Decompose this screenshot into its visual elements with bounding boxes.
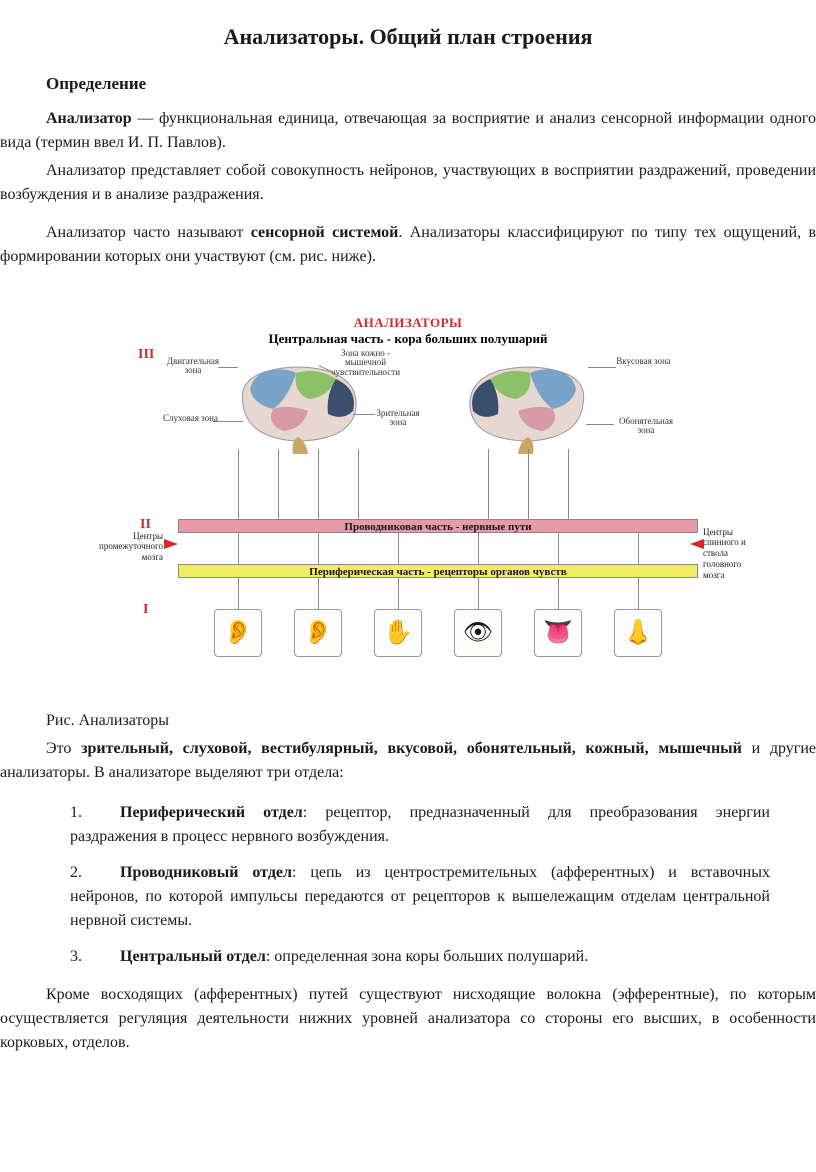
- zone-label: Двигательная зона: [163, 357, 223, 377]
- receptor-icon: 👅: [534, 609, 582, 657]
- receptor-icon: 👁: [454, 609, 502, 657]
- receptor-icon: 👂: [214, 609, 262, 657]
- paragraph-definition: Анализатор — функциональная единица, отв…: [0, 107, 816, 155]
- connector: [238, 533, 239, 564]
- connector: [478, 533, 479, 564]
- connector: [318, 578, 319, 609]
- connector: [488, 449, 489, 519]
- bar-II-label: Проводниковая часть - нервные пути: [179, 519, 697, 536]
- zone-label: Слуховая зона: [163, 414, 218, 424]
- connector: [558, 533, 559, 564]
- arrow-icon: [690, 539, 704, 549]
- zone-label: Обонятельная зона: [611, 417, 681, 437]
- list-item: 2.Проводниковый отдел: цепь из центростр…: [70, 861, 770, 933]
- connector: [398, 578, 399, 609]
- section-list: 1.Периферический отдел: рецептор, предна…: [70, 801, 770, 969]
- term-analyzer: Анализатор: [46, 110, 132, 127]
- section-heading: Определение: [46, 71, 816, 97]
- connector: [278, 449, 279, 519]
- leader-line: [588, 367, 616, 368]
- diagram-container: АНАЛИЗАТОРЫ Центральная часть - кора бол…: [58, 309, 758, 689]
- text: Это: [46, 740, 81, 757]
- paragraph: Кроме восходящих (афферентных) путей сущ…: [0, 983, 816, 1055]
- paragraph: Анализатор представляет собой совокупнос…: [0, 159, 816, 207]
- connector: [558, 578, 559, 609]
- brain-right: [458, 359, 598, 454]
- diagram-title-black: Центральная часть - кора больших полушар…: [268, 329, 547, 349]
- receptor-icon: 👂: [294, 609, 342, 657]
- leader-line: [353, 414, 375, 415]
- connector: [528, 449, 529, 519]
- leader-line: [213, 421, 243, 422]
- connector: [318, 449, 319, 519]
- analyzer-list: зрительный, слуховой, вестибулярный, вку…: [81, 740, 742, 757]
- list-item: 3.Центральный отдел: определенная зона к…: [70, 945, 770, 969]
- text: Анализатор часто называют: [46, 224, 251, 241]
- leader-line: [218, 367, 238, 368]
- arrow-icon: [164, 539, 178, 549]
- item-title: Проводниковый отдел: [120, 864, 292, 881]
- connector: [638, 578, 639, 609]
- side-label-right: Центры спинного и ствола головного мозга: [703, 527, 763, 581]
- connector: [398, 533, 399, 564]
- paragraph: Анализатор часто называют сенсорной сист…: [0, 221, 816, 269]
- item-title: Периферический отдел: [120, 804, 303, 821]
- figure-caption: Рис. Анализаторы: [0, 709, 816, 733]
- page: Анализаторы. Общий план строения Определ…: [0, 0, 816, 1089]
- zone-label: Зона кожно - мышечной чувствительности: [328, 349, 403, 379]
- item-number: 3.: [70, 945, 120, 969]
- connector: [238, 449, 239, 519]
- connector: [318, 533, 319, 564]
- connector: [478, 578, 479, 609]
- analyzer-diagram: АНАЛИЗАТОРЫ Центральная часть - кора бол…: [58, 309, 758, 689]
- item-number: 1.: [70, 801, 120, 825]
- receptor-icon: ✋: [374, 609, 422, 657]
- bar-I: Периферическая часть - рецепторы органов…: [178, 564, 698, 578]
- bar-II: Проводниковая часть - нервные пути: [178, 519, 698, 533]
- roman-I: I: [143, 599, 148, 620]
- receptor-icon: 👃: [614, 609, 662, 657]
- zone-label: Вкусовая зона: [616, 357, 671, 367]
- leader-line: [586, 424, 614, 425]
- bar-I-label: Периферическая часть - рецепторы органов…: [179, 564, 697, 581]
- connector: [568, 449, 569, 519]
- item-number: 2.: [70, 861, 120, 885]
- zone-label: Зрительная зона: [368, 409, 428, 429]
- page-title: Анализаторы. Общий план строения: [0, 20, 816, 53]
- item-title: Центральный отдел: [120, 948, 266, 965]
- term-sensory: сенсорной системой: [251, 224, 399, 241]
- connector: [638, 533, 639, 564]
- connector: [358, 449, 359, 519]
- roman-III: III: [138, 344, 154, 365]
- item-text: : определенная зона коры больших полушар…: [266, 948, 588, 965]
- list-item: 1.Периферический отдел: рецептор, предна…: [70, 801, 770, 849]
- paragraph: Это зрительный, слуховой, вестибулярный,…: [0, 737, 816, 785]
- side-label-left: Центры промежуточного мозга: [88, 531, 163, 563]
- connector: [238, 578, 239, 609]
